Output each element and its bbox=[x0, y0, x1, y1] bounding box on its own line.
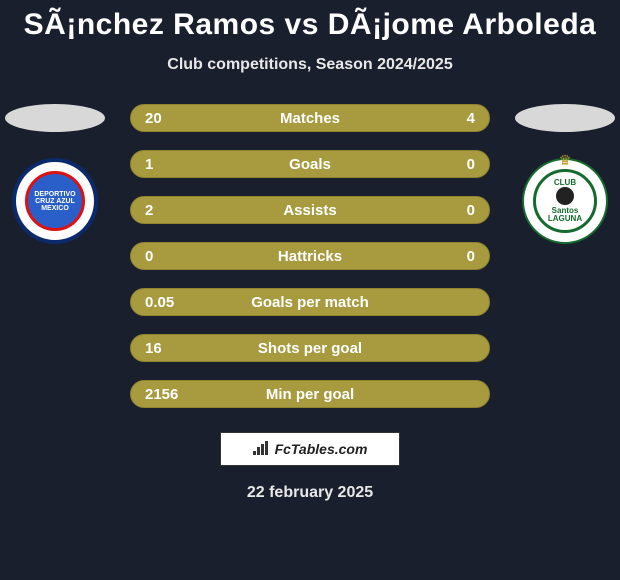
stat-row: 0.05 Goals per match bbox=[130, 288, 490, 316]
club-right-label-top: CLUB bbox=[554, 179, 576, 187]
ball-icon bbox=[556, 187, 574, 205]
stat-label: Shots per goal bbox=[258, 340, 362, 357]
stat-right-value: 0 bbox=[435, 156, 475, 173]
left-player-column: DEPORTIVO CRUZ AZUL MEXICO bbox=[0, 104, 110, 244]
stats-list: 20 Matches 4 1 Goals 0 2 Assists 0 0 Hat… bbox=[130, 104, 490, 408]
player-silhouette-right bbox=[515, 104, 615, 132]
stat-label: Matches bbox=[280, 110, 340, 127]
stat-label: Min per goal bbox=[266, 386, 354, 403]
stat-row: 0 Hattricks 0 bbox=[130, 242, 490, 270]
club-badge-left-label: DEPORTIVO CRUZ AZUL MEXICO bbox=[25, 171, 85, 231]
stat-row: 1 Goals 0 bbox=[130, 150, 490, 178]
stat-left-value: 16 bbox=[145, 340, 185, 357]
date-label: 22 february 2025 bbox=[0, 484, 620, 502]
stat-row: 16 Shots per goal bbox=[130, 334, 490, 362]
stat-row: 20 Matches 4 bbox=[130, 104, 490, 132]
brand-box[interactable]: FcTables.com bbox=[220, 432, 400, 466]
stat-left-value: 1 bbox=[145, 156, 185, 173]
stat-right-value: 0 bbox=[435, 248, 475, 265]
stat-right-value: 0 bbox=[435, 202, 475, 219]
chart-icon bbox=[253, 441, 269, 458]
club-badge-left: DEPORTIVO CRUZ AZUL MEXICO bbox=[12, 158, 98, 244]
stat-row: 2 Assists 0 bbox=[130, 196, 490, 224]
stat-left-value: 2 bbox=[145, 202, 185, 219]
stat-left-value: 0.05 bbox=[145, 294, 185, 311]
subtitle: Club competitions, Season 2024/2025 bbox=[0, 56, 620, 74]
player-silhouette-left bbox=[5, 104, 105, 132]
club-badge-right: ♛ CLUB Santos LAGUNA bbox=[522, 158, 608, 244]
comparison-panel: DEPORTIVO CRUZ AZUL MEXICO ♛ CLUB Santos… bbox=[0, 104, 620, 408]
stat-label: Hattricks bbox=[278, 248, 342, 265]
club-right-label-bot: LAGUNA bbox=[548, 215, 582, 223]
brand-text: FcTables.com bbox=[275, 441, 368, 457]
stat-left-value: 0 bbox=[145, 248, 185, 265]
crown-icon: ♛ bbox=[559, 152, 572, 169]
stat-label: Assists bbox=[283, 202, 336, 219]
stat-label: Goals per match bbox=[251, 294, 369, 311]
page-title: SÃ¡nchez Ramos vs DÃ¡jome Arboleda bbox=[0, 0, 620, 42]
stat-row: 2156 Min per goal bbox=[130, 380, 490, 408]
club-badge-right-inner: CLUB Santos LAGUNA bbox=[533, 169, 597, 233]
right-player-column: ♛ CLUB Santos LAGUNA bbox=[510, 104, 620, 244]
stat-label: Goals bbox=[289, 156, 331, 173]
stat-left-value: 2156 bbox=[145, 386, 185, 403]
stat-left-value: 20 bbox=[145, 110, 185, 127]
stat-right-value: 4 bbox=[435, 110, 475, 127]
